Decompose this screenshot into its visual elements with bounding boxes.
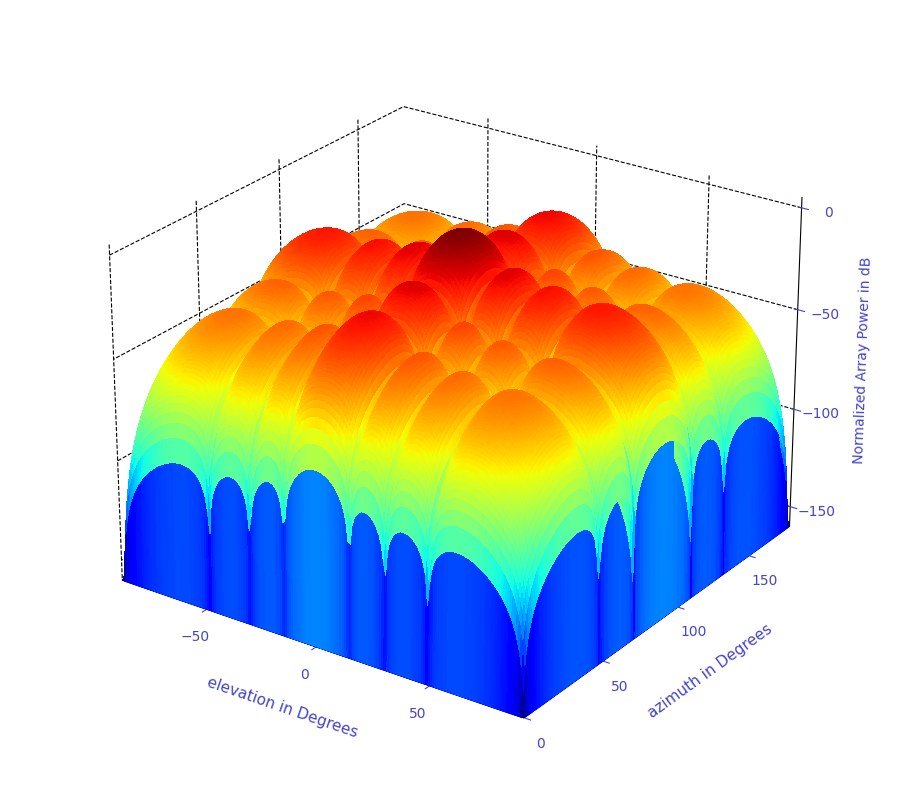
Y-axis label: azimuth in Degrees: azimuth in Degrees bbox=[645, 622, 775, 721]
X-axis label: elevation in Degrees: elevation in Degrees bbox=[205, 675, 360, 741]
